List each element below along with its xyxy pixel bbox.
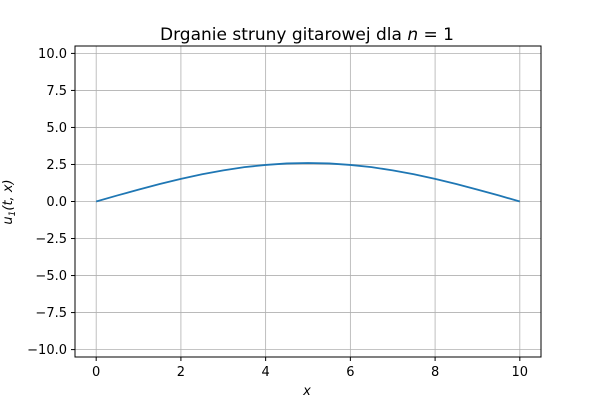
y-tick-label: 10.0 xyxy=(38,47,67,62)
x-tick-label: 0 xyxy=(92,365,100,380)
y-tick-label: 0.0 xyxy=(46,195,67,210)
x-axis-label: x xyxy=(302,384,311,399)
series-layer xyxy=(95,162,521,203)
x-tick-label: 6 xyxy=(346,365,354,380)
series-line xyxy=(95,162,521,203)
y-tick-label: −10.0 xyxy=(27,343,67,358)
grid xyxy=(75,46,541,357)
y-tick-label: −5.0 xyxy=(35,269,67,284)
ticks: 0 2 4 6 8 10 10.0 7.5 5.0 2.5 0.0 −2.5 −5.0 −7.5 −10.0 xyxy=(27,47,528,380)
x-tick-label: 10 xyxy=(512,365,529,380)
y-axis-label: u1(t, x) xyxy=(1,179,18,224)
y-tick-label: 2.5 xyxy=(46,158,67,173)
chart-title: Drganie struny gitarowej dla n = 1 xyxy=(160,25,454,45)
x-tick-label: 4 xyxy=(261,365,269,380)
y-tick-label: −2.5 xyxy=(35,232,67,247)
y-tick-label: −7.5 xyxy=(35,306,67,321)
x-tick-label: 8 xyxy=(431,365,439,380)
y-tick-label: 5.0 xyxy=(46,121,67,136)
x-tick-label: 2 xyxy=(177,365,185,380)
y-tick-label: 7.5 xyxy=(46,84,67,99)
